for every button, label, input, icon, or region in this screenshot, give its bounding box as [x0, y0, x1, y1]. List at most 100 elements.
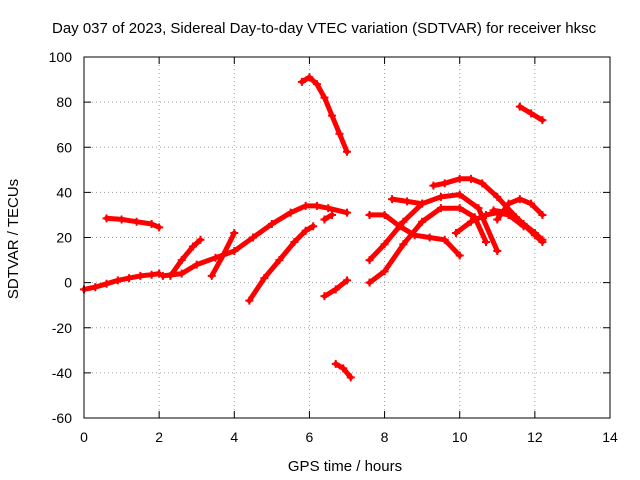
data-point-marker	[192, 260, 201, 269]
data-point-marker	[365, 210, 374, 219]
x-tick-label: 14	[602, 429, 618, 445]
data-point-marker	[343, 208, 351, 217]
x-tick-label: 0	[80, 429, 88, 445]
data-point-marker	[339, 364, 348, 373]
data-point-marker	[455, 174, 464, 183]
data-point-marker	[436, 204, 445, 213]
series-arc-short-b	[207, 228, 239, 280]
data-point-marker	[451, 228, 460, 237]
data-point-marker	[305, 73, 314, 82]
data-point-marker	[493, 247, 502, 256]
data-point-marker	[504, 208, 513, 217]
data-point-marker	[312, 80, 321, 89]
data-point-marker	[365, 256, 374, 265]
data-point-marker	[211, 253, 220, 262]
data-point-marker	[399, 240, 408, 249]
data-point-marker	[301, 226, 310, 235]
series-arc-late-c	[365, 190, 502, 265]
data-point-marker	[538, 116, 547, 125]
data-point-marker	[436, 192, 445, 201]
data-point-marker	[196, 235, 205, 244]
data-point-marker	[230, 228, 239, 237]
data-point-marker	[478, 179, 487, 188]
data-point-marker	[147, 270, 156, 279]
data-point-marker	[275, 256, 284, 265]
data-point-marker	[147, 219, 156, 228]
series-trace	[246, 223, 316, 304]
data-point-marker	[380, 240, 389, 249]
data-point-marker	[343, 276, 351, 285]
x-tick-label: 6	[306, 429, 314, 445]
data-point-marker	[440, 235, 449, 244]
x-tick-label: 4	[230, 429, 238, 445]
data-point-marker	[418, 199, 427, 208]
data-point-marker	[245, 296, 254, 305]
x-tick-label: 10	[452, 429, 468, 445]
x-tick-label: 12	[527, 429, 543, 445]
data-point-marker	[466, 174, 475, 183]
series-trace	[167, 237, 203, 279]
data-point-marker	[301, 201, 310, 210]
data-point-marker	[399, 217, 408, 226]
data-point-marker	[455, 251, 464, 260]
data-point-marker	[380, 267, 389, 276]
data-point-marker	[327, 210, 336, 219]
data-point-marker	[346, 373, 355, 382]
data-point-marker	[429, 181, 438, 190]
y-tick-label: 20	[56, 230, 72, 246]
y-tick-label: 100	[49, 49, 73, 65]
data-point-marker	[177, 256, 186, 265]
series-trace	[160, 203, 350, 279]
y-tick-label: 80	[56, 94, 72, 110]
data-point-marker	[489, 206, 498, 215]
series-arc-frag	[320, 210, 336, 224]
series-arc-short-a	[166, 235, 205, 280]
data-series	[80, 73, 547, 382]
data-point-marker	[312, 201, 321, 210]
data-point-marker	[388, 195, 397, 204]
data-point-marker	[519, 219, 528, 228]
data-point-marker	[343, 147, 351, 156]
chart-title: Day 037 of 2023, Sidereal Day-to-day VTE…	[52, 20, 597, 37]
data-point-marker	[380, 210, 389, 219]
data-point-marker	[158, 271, 167, 280]
x-tick-label: 8	[381, 429, 389, 445]
data-point-marker	[331, 285, 340, 294]
data-point-marker	[482, 238, 491, 247]
data-point-marker	[320, 215, 329, 224]
data-point-marker	[297, 77, 306, 86]
data-point-marker	[493, 192, 502, 201]
data-point-marker	[125, 274, 134, 283]
x-tick-label: 2	[155, 429, 163, 445]
data-point-marker	[132, 217, 141, 226]
data-point-marker	[474, 204, 483, 213]
series-arc-long-rise	[158, 201, 351, 280]
data-point-marker	[91, 283, 100, 292]
data-point-marker	[249, 233, 258, 242]
series-arc-high-right	[515, 102, 547, 125]
y-tick-label: -60	[52, 410, 72, 426]
data-point-marker	[102, 214, 111, 223]
series-arc-hump-b	[493, 195, 547, 224]
series-arc-late-d	[388, 195, 427, 208]
data-point-marker	[136, 271, 145, 280]
series-trace	[367, 205, 489, 286]
y-tick-label: -20	[52, 320, 72, 336]
data-point-marker	[335, 129, 344, 138]
data-point-marker	[207, 271, 216, 280]
x-axis-label: GPS time / hours	[288, 458, 402, 475]
data-point-marker	[440, 179, 449, 188]
data-point-marker	[320, 292, 329, 301]
data-point-marker	[177, 269, 186, 278]
series-arc-early-high	[102, 214, 164, 232]
y-tick-label: 0	[64, 275, 72, 291]
data-point-marker	[455, 190, 464, 199]
data-point-marker	[482, 210, 491, 219]
series-trace	[299, 74, 350, 155]
series-arc-mid-rise	[245, 222, 318, 305]
data-point-marker	[515, 195, 524, 204]
y-axis-ticks: -60 -40 -20 0 20 40 60 80 100	[49, 49, 610, 426]
data-point-marker	[117, 215, 126, 224]
data-point-marker	[425, 233, 434, 242]
x-axis-ticks: 0 2 4 6 8 10 12 14	[80, 57, 618, 445]
